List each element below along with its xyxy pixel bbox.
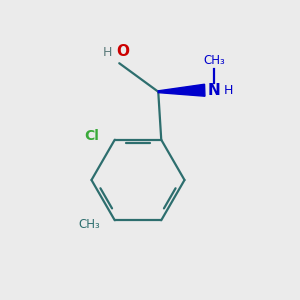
Text: H: H [103,46,112,59]
Text: Cl: Cl [84,129,99,143]
Text: O: O [116,44,129,59]
Text: CH₃: CH₃ [78,218,100,231]
Polygon shape [158,84,205,96]
Text: CH₃: CH₃ [203,54,225,67]
Text: N: N [207,83,220,98]
Text: H: H [224,84,233,97]
